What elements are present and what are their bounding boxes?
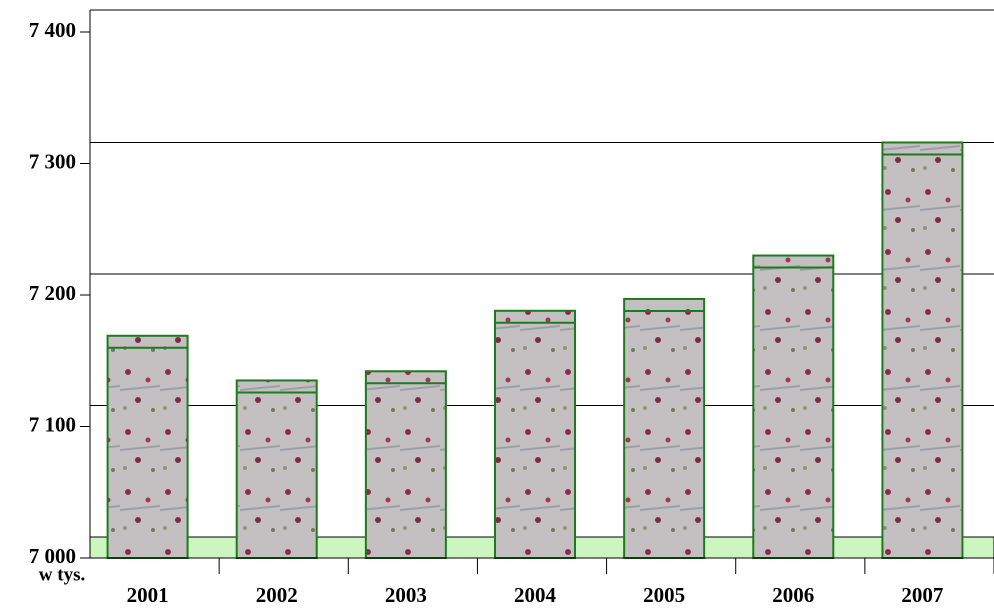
bar (752, 254, 835, 560)
y-tick-label: 7 000 (29, 544, 76, 568)
x-tick-label: 2003 (385, 583, 427, 607)
x-tick-label: 2006 (772, 583, 814, 607)
y-tick-label: 7 400 (29, 18, 76, 42)
x-tick-label: 2005 (643, 583, 685, 607)
x-tick-label: 2007 (901, 583, 943, 607)
y-unit-label: w tys. (39, 564, 85, 585)
bar (623, 297, 706, 559)
y-tick-label: 7 300 (29, 149, 76, 173)
bar (364, 370, 447, 559)
bar (494, 309, 576, 559)
bar (106, 334, 189, 560)
x-tick-label: 2001 (127, 583, 169, 607)
x-tick-label: 2004 (514, 583, 557, 607)
bar (881, 141, 964, 560)
x-tick-label: 2002 (256, 583, 298, 607)
bar (235, 379, 318, 559)
y-tick-label: 7 100 (29, 412, 76, 436)
y-tick-label: 7 200 (29, 281, 76, 305)
